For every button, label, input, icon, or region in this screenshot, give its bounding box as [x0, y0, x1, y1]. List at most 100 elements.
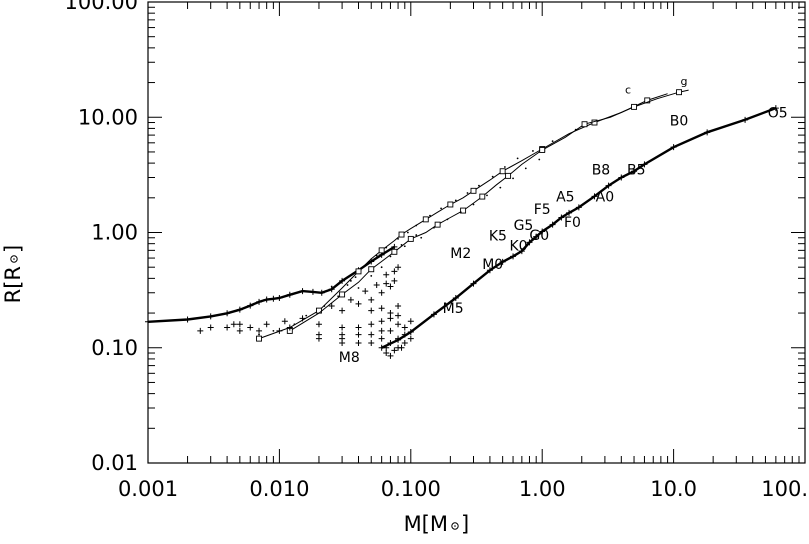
- series-1-point: [772, 105, 779, 112]
- scatter-cross: [286, 324, 293, 331]
- y-tick-label: 100.00: [65, 0, 138, 14]
- annotation-label: O5: [768, 105, 788, 121]
- scatter-cross: [339, 339, 346, 346]
- scatter-dot: [389, 255, 392, 258]
- scatter-dot: [305, 314, 308, 317]
- series-2-point: [256, 335, 262, 342]
- series-0-point: [286, 291, 293, 298]
- plot-frame: [147, 1, 806, 464]
- scatter-dot: [551, 140, 554, 143]
- scatter-cross: [230, 321, 237, 328]
- series-3-point: [479, 193, 486, 200]
- series-0-point: [339, 277, 346, 284]
- scatter-cross: [368, 321, 375, 328]
- scatter-cross: [328, 303, 335, 310]
- scatter-dot: [433, 226, 435, 229]
- series-2-point: [447, 201, 454, 208]
- x-tick-label: 1.00: [519, 477, 566, 501]
- scatter-cross: [395, 321, 402, 328]
- scatter-dot: [272, 330, 275, 332]
- scatter-layer: [197, 128, 577, 359]
- scatter-dot: [486, 194, 488, 197]
- scatter-cross: [401, 324, 408, 331]
- series-3-point: [368, 266, 375, 273]
- x-tick-label: 0.001: [118, 477, 178, 501]
- annotation-label: B0: [670, 113, 689, 129]
- series-2-point: [398, 231, 405, 238]
- series-3-point: [505, 172, 512, 179]
- scatter-dot: [499, 186, 502, 189]
- scatter-cross: [387, 352, 394, 359]
- scatter-cross: [407, 335, 414, 342]
- series-0-point: [184, 316, 191, 323]
- sun-symbol-icon: [10, 255, 18, 263]
- axis-ticks: [147, 2, 805, 464]
- y-tick-label: 0.01: [91, 451, 138, 475]
- scatter-dot: [454, 199, 457, 202]
- scatter-cross: [383, 350, 390, 357]
- scatter-cross: [378, 289, 385, 296]
- scatter-cross: [401, 331, 408, 338]
- scatter-cross: [299, 315, 306, 322]
- annotation-label: F5: [534, 202, 551, 218]
- series-3-point: [631, 103, 637, 110]
- scatter-cross: [339, 307, 346, 314]
- scatter-cross: [407, 318, 414, 325]
- annotation-label: A0: [596, 190, 614, 206]
- series-1-point: [704, 129, 711, 136]
- series-1-point: [407, 328, 414, 335]
- annotation-label: G0: [529, 228, 549, 244]
- scatter-cross: [387, 327, 394, 334]
- series-1-point: [452, 295, 459, 302]
- scatter-cross: [236, 321, 243, 328]
- annotation-label: M8: [339, 350, 360, 366]
- scatter-cross: [347, 296, 354, 303]
- scatter-cross: [387, 315, 394, 322]
- scatter-cross: [315, 321, 322, 328]
- series-0-point: [236, 306, 243, 313]
- series-layer: [145, 89, 779, 351]
- series-0-point: [309, 288, 316, 295]
- series-3-point: [407, 235, 414, 242]
- scatter-cross: [398, 344, 405, 351]
- scatter-dot: [459, 211, 462, 214]
- series-3-point: [581, 121, 588, 128]
- series-1-point: [591, 193, 598, 200]
- series-1-line: [381, 106, 777, 349]
- scatter-cross: [362, 288, 369, 295]
- series-2-point: [355, 268, 362, 275]
- series-1-point: [566, 209, 573, 216]
- series-1-point: [518, 248, 525, 255]
- x-tick-label: 10.0: [650, 477, 697, 501]
- series-3-point: [539, 147, 546, 153]
- scatter-cross: [395, 303, 402, 310]
- series-3-point: [339, 291, 346, 298]
- scatter-cross: [378, 327, 385, 334]
- scatter-cross: [247, 324, 254, 331]
- scatter-dot: [370, 275, 373, 277]
- scatter-dot: [323, 305, 326, 307]
- scatter-cross: [387, 339, 394, 346]
- scatter-cross: [276, 327, 283, 334]
- annotation-label: c: [625, 84, 631, 97]
- x-axis-title-close: ]: [461, 512, 469, 536]
- annotation-label: M5: [443, 301, 464, 317]
- series-2-point: [378, 247, 385, 254]
- series-1-point: [605, 182, 612, 189]
- y-axis-title: R[R ]: [1, 245, 25, 304]
- scatter-cross: [378, 305, 385, 312]
- series-0-point: [299, 288, 306, 295]
- scatter-cross: [395, 312, 402, 319]
- annotation-label: K5: [489, 229, 507, 245]
- x-axis-title-text: M[M: [404, 512, 448, 536]
- scatter-cross: [383, 344, 390, 351]
- scatter-dot: [574, 128, 577, 131]
- series-0-point: [207, 313, 214, 320]
- series-1-point: [558, 214, 565, 221]
- series-1-point: [486, 267, 493, 274]
- scatter-dot: [532, 150, 534, 152]
- series-0-point: [224, 310, 231, 317]
- scatter-cross: [401, 339, 408, 346]
- scatter-cross: [263, 321, 270, 328]
